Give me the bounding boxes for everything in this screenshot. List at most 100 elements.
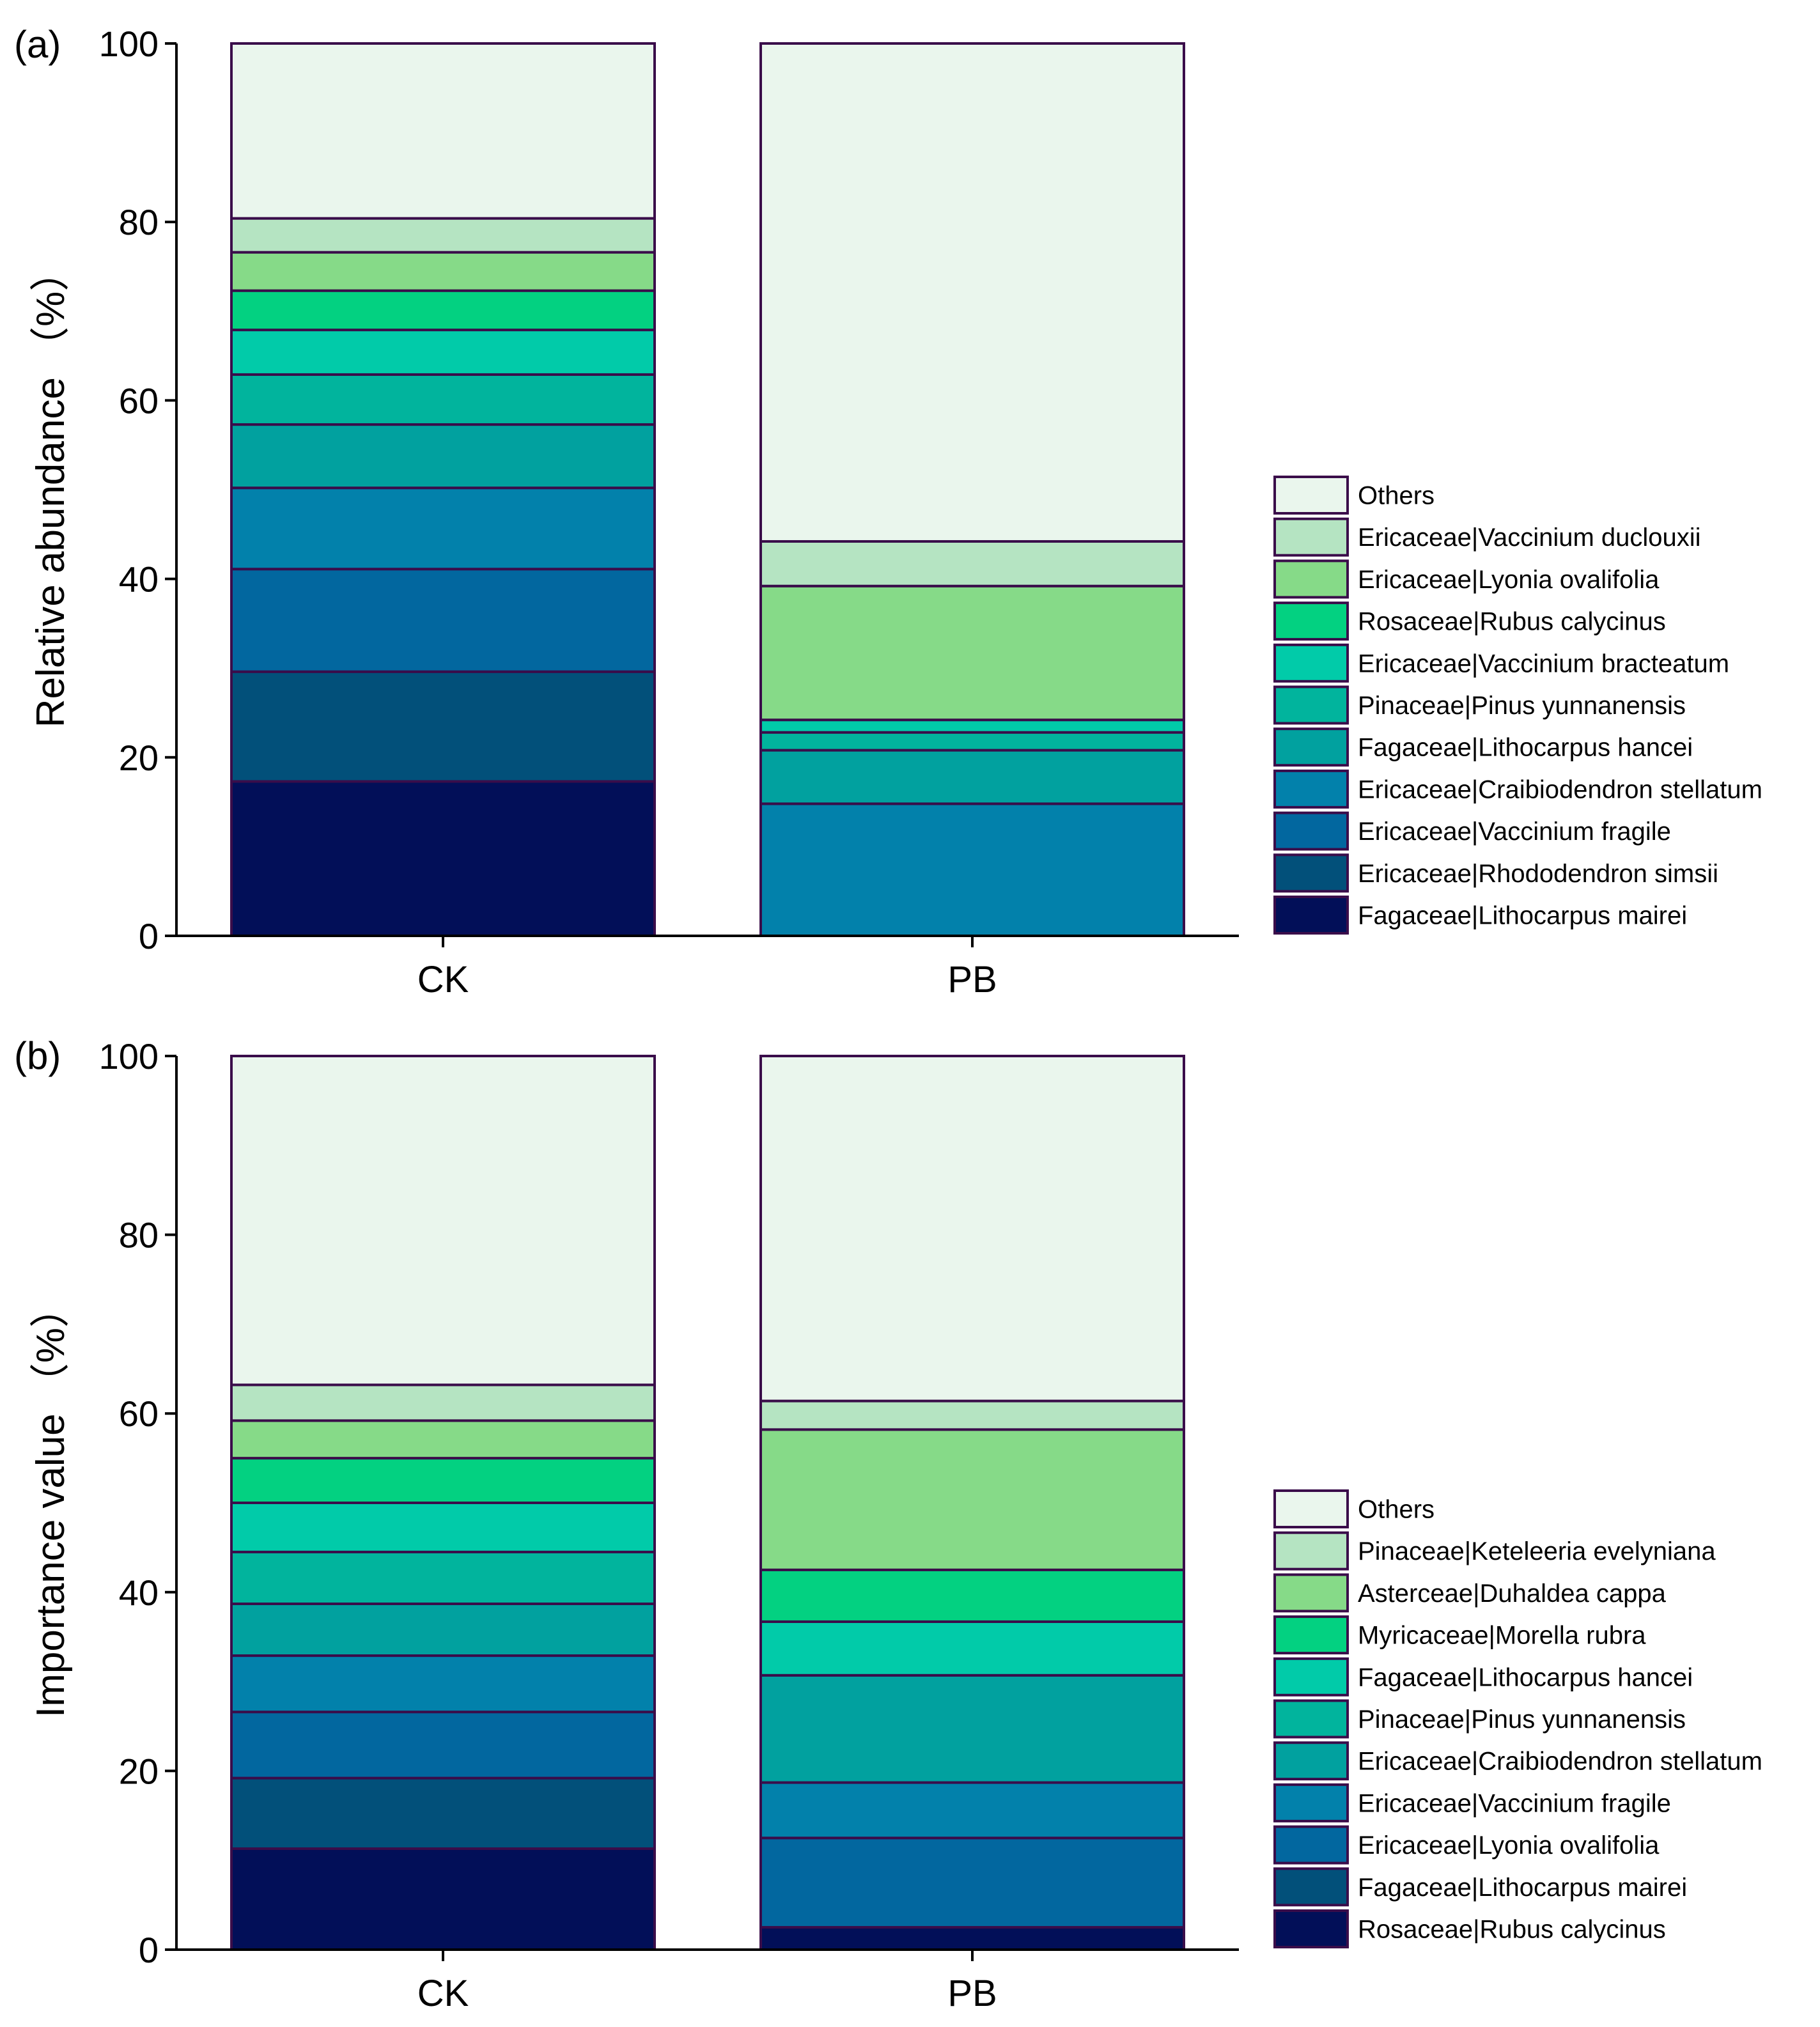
- bar-segment-ck-3: [230, 1654, 656, 1714]
- bar-segment-pb-4: [759, 749, 1185, 805]
- legend-label: Myricaceae|Morella rubra: [1358, 1622, 1646, 1650]
- bar-segment-ck-1: [230, 1776, 656, 1851]
- bar-segment-pb-0: [759, 1926, 1185, 1952]
- legend-swatch: [1273, 769, 1349, 809]
- y-tick-label: 60: [119, 380, 159, 421]
- legend-swatch: [1273, 1783, 1349, 1822]
- legend-swatch: [1273, 1573, 1349, 1613]
- y-tick-label: 20: [119, 1751, 159, 1791]
- bar-segment-pb-4: [759, 1674, 1185, 1784]
- bar-segment-ck-6: [230, 1502, 656, 1553]
- legend-label: Ericaceae|Vaccinium fragile: [1358, 818, 1671, 846]
- legend-swatch: [1273, 853, 1349, 893]
- legend-swatch: [1273, 1615, 1349, 1655]
- legend-swatch: [1273, 896, 1349, 935]
- legend-label: Others: [1358, 482, 1435, 510]
- bar-segment-pb-10: [759, 42, 1185, 543]
- y-axis-title: Importance value （%）: [29, 1288, 73, 1718]
- bar-segment-ck-0: [230, 1847, 656, 1951]
- y-tick-label: 80: [119, 202, 159, 242]
- legend-swatch: [1273, 1909, 1349, 1948]
- bar-segment-ck-6: [230, 329, 656, 376]
- bar-segment-pb-6: [759, 1620, 1185, 1677]
- bar-segment-pb-8: [759, 1428, 1185, 1571]
- y-tick-label: 20: [119, 738, 159, 778]
- bar-segment-ck-10: [230, 1055, 656, 1386]
- panel-label: (b): [14, 1034, 61, 1077]
- legend-label: Ericaceae|Vaccinium fragile: [1358, 1789, 1671, 1817]
- bar-segment-pb-7: [759, 1568, 1185, 1623]
- x-tick-label: PB: [947, 1973, 997, 2014]
- legend-swatch: [1273, 1657, 1349, 1697]
- legend-swatch: [1273, 727, 1349, 767]
- legend-label: Pinaceae|Pinus yunnanensis: [1358, 692, 1686, 720]
- legend-swatch: [1273, 1531, 1349, 1571]
- legend-swatch: [1273, 685, 1349, 725]
- bar-segment-ck-7: [230, 289, 656, 332]
- legend-swatch: [1273, 1741, 1349, 1781]
- bar-segment-ck-2: [230, 1711, 656, 1780]
- y-tick-label: 0: [139, 1930, 159, 1970]
- legend-swatch: [1273, 517, 1349, 557]
- bar-segment-ck-7: [230, 1457, 656, 1505]
- bar-segment-pb-8: [759, 584, 1185, 722]
- bar-segment-pb-3: [759, 802, 1185, 937]
- chart-panel-b: (b) Importance value （%） CK PB 0 20 40 60 80 100 O…: [14, 1034, 1762, 2014]
- legend-label: Ericaceae|Craibiodendron stellatum: [1358, 775, 1762, 804]
- legend-label: Fagaceae|Lithocarpus hancei: [1358, 734, 1693, 762]
- bar-segment-ck-4: [230, 423, 656, 490]
- y-tick-label: 80: [119, 1215, 159, 1255]
- legend-label: Fagaceae|Lithocarpus mairei: [1358, 1874, 1687, 1902]
- bar-segment-pb-5: [759, 731, 1185, 752]
- legend-label: Rosaceae|Rubus calycinus: [1358, 1916, 1666, 1944]
- legend-label: Ericaceae|Craibiodendron stellatum: [1358, 1748, 1762, 1776]
- bar-segment-pb-2: [759, 1837, 1185, 1929]
- legend-swatch: [1273, 559, 1349, 599]
- y-axis-title: Relative abundance （%）: [29, 252, 73, 727]
- legend-label: Ericaceae|Vaccinium bracteatum: [1358, 649, 1729, 678]
- x-tick-label: CK: [417, 1973, 469, 2014]
- bar-segment-ck-3: [230, 486, 656, 571]
- bar-segment-pb-9: [759, 540, 1185, 587]
- bar-segment-ck-5: [230, 373, 656, 426]
- bar-segment-pb-6: [759, 718, 1185, 734]
- legend-swatch: [1273, 1489, 1349, 1528]
- y-tick-label: 0: [139, 916, 159, 956]
- bar-segment-ck-5: [230, 1550, 656, 1605]
- bar-segment-pb-3: [759, 1781, 1185, 1840]
- legend: Others Pinaceae|Keteleeria evelyniana Aste…: [1273, 1489, 1762, 1948]
- bar-segment-ck-2: [230, 568, 656, 673]
- legend-swatch: [1273, 476, 1349, 515]
- legend-swatch: [1273, 602, 1349, 641]
- y-tick-label: 60: [119, 1394, 159, 1434]
- legend-swatch: [1273, 1867, 1349, 1907]
- bar-segment-ck-9: [230, 217, 656, 254]
- legend-swatch: [1273, 643, 1349, 683]
- bar-segment-ck-9: [230, 1383, 656, 1422]
- bar-segment-ck-0: [230, 780, 656, 937]
- legend-label: Ericaceae|Lyonia ovalifolia: [1358, 1831, 1660, 1860]
- bar-segment-ck-4: [230, 1602, 656, 1658]
- legend-label: Fagaceae|Lithocarpus hancei: [1358, 1663, 1693, 1691]
- legend-label: Ericaceae|Vaccinium duclouxii: [1358, 524, 1701, 552]
- legend-label: Ericaceae|Rhododendron simsii: [1358, 860, 1718, 888]
- legend-swatch: [1273, 1825, 1349, 1865]
- legend-label: Rosaceae|Rubus calycinus: [1358, 608, 1666, 636]
- bar-segment-ck-8: [230, 1419, 656, 1460]
- y-tick-label: 100: [99, 24, 159, 64]
- bar-segment-ck-1: [230, 670, 656, 783]
- legend-label: Others: [1358, 1496, 1435, 1524]
- x-tick-label: PB: [947, 959, 997, 1000]
- legend-label: Ericaceae|Lyonia ovalifolia: [1358, 566, 1660, 594]
- legend-label: Asterceae|Duhaldea cappa: [1358, 1580, 1667, 1608]
- legend: Others Ericaceae|Vaccinium duclouxii Erica…: [1273, 476, 1762, 935]
- bar-segment-ck-8: [230, 251, 656, 292]
- bar-segment-pb-10: [759, 1055, 1185, 1402]
- chart-panel-a: (a) Relative abundance （%） CK PB 0 20 40 60 80 10…: [14, 23, 1762, 1000]
- legend-label: Fagaceae|Lithocarpus mairei: [1358, 902, 1687, 930]
- legend-swatch: [1273, 811, 1349, 851]
- bar-segment-ck-10: [230, 42, 656, 220]
- y-tick-label: 40: [119, 1573, 159, 1613]
- panel-label: (a): [14, 23, 61, 66]
